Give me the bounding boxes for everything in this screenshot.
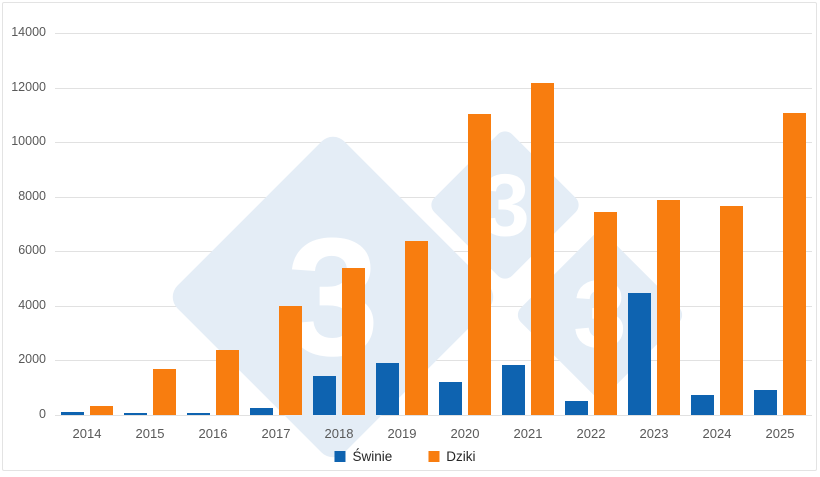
legend-item-dziki: Dziki [428,449,476,464]
bar-dziki-2019 [405,241,428,415]
legend-swatch-icon [428,451,440,462]
bar-świnie-2017 [250,408,273,415]
bar-świnie-2020 [439,382,462,415]
bar-dziki-2025 [783,113,806,415]
x-tick-label-2018: 2018 [324,426,354,441]
x-tick-label-2020: 2020 [450,426,480,441]
legend-swatch-icon [334,451,346,462]
y-tick-label: 10000 [11,134,46,149]
bar-świnie-2021 [502,365,525,415]
legend-label: Dziki [446,449,476,464]
bar-dziki-2017 [279,306,302,415]
legend-label: Świnie [352,449,393,464]
gridline [55,87,812,89]
x-tick-label-2025: 2025 [765,426,795,441]
x-tick-label-2014: 2014 [72,426,102,441]
y-tick-label: 4000 [18,297,46,312]
bar-świnie-2016 [187,413,210,415]
legend-item-świnie: Świnie [334,449,392,464]
x-tick-label-2019: 2019 [387,426,417,441]
y-tick-label: 12000 [11,79,46,94]
x-tick-label-2024: 2024 [702,426,732,441]
chart-legend: Świnie Dziki [334,449,476,464]
gridline [55,33,812,34]
bar-świnie-2014 [61,412,84,415]
bar-świnie-2022 [565,401,588,415]
bar-dziki-2014 [90,406,113,415]
bar-dziki-2021 [531,83,554,415]
bar-świnie-2025 [754,390,777,415]
bar-świnie-2024 [691,395,714,415]
x-tick-label-2023: 2023 [639,426,669,441]
bar-dziki-2023 [657,200,680,415]
x-tick-label-2016: 2016 [198,426,228,441]
bar-świnie-2019 [376,363,399,415]
y-tick-label: 8000 [18,188,46,203]
y-tick-label: 0 [39,407,46,421]
bar-dziki-2015 [153,369,176,415]
x-tick-label-2017: 2017 [261,426,291,441]
bar-świnie-2018 [313,376,336,415]
y-tick-label: 6000 [18,243,46,258]
bar-dziki-2018 [342,268,365,415]
x-tick-label-2015: 2015 [135,426,165,441]
bar-dziki-2016 [216,350,239,415]
bar-dziki-2022 [594,212,617,415]
bar-dziki-2024 [720,206,743,415]
x-tick-label-2022: 2022 [576,426,606,441]
x-tick-label-2021: 2021 [513,426,543,441]
gridline [55,415,812,416]
bar-świnie-2015 [124,413,147,415]
y-tick-label: 2000 [18,352,46,367]
bar-świnie-2023 [628,293,651,415]
gridline [55,142,812,144]
bar-dziki-2020 [468,114,491,415]
y-tick-label: 14000 [11,25,46,39]
